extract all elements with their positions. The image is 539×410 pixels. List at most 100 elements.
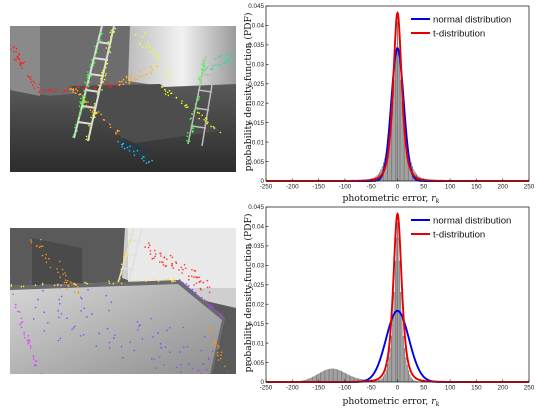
feature-point: [43, 286, 45, 289]
feature-point: [171, 256, 174, 259]
histogram-bar: [393, 291, 395, 382]
feature-point: [101, 81, 104, 84]
feature-point: [164, 88, 166, 91]
x-tick-label: -200: [286, 184, 299, 191]
y-tick-label: 0.04: [252, 224, 265, 231]
feature-point: [193, 269, 195, 272]
feature-point: [85, 90, 87, 93]
feature-point: [120, 273, 122, 276]
feature-point: [120, 345, 123, 348]
feature-point: [119, 84, 121, 86]
feature-point: [183, 346, 185, 348]
histogram-bar: [309, 378, 311, 382]
feature-point: [113, 83, 116, 85]
feature-point: [168, 89, 171, 92]
feature-point: [78, 115, 81, 118]
feature-point: [150, 66, 152, 68]
feature-point: [220, 354, 222, 356]
feature-point: [202, 59, 205, 62]
feature-point: [115, 84, 117, 86]
histogram-bar: [329, 368, 331, 382]
feature-point: [197, 108, 199, 111]
feature-point: [201, 296, 203, 299]
feature-point: [191, 130, 194, 132]
histogram-bar: [404, 130, 406, 181]
feature-point: [10, 285, 12, 287]
feature-point: [207, 121, 209, 123]
feature-point: [72, 91, 74, 94]
feature-point: [164, 278, 167, 281]
feature-point: [150, 50, 152, 53]
x-tick-label: -50: [367, 184, 377, 191]
histogram-bar: [377, 379, 379, 382]
feature-point: [110, 36, 112, 38]
feature-point: [59, 276, 61, 278]
histogram-bar: [359, 378, 361, 382]
x-tick-label: -150: [312, 184, 325, 191]
feature-point: [202, 64, 204, 67]
feature-point: [210, 125, 212, 128]
feature-point: [118, 80, 121, 83]
feature-point: [206, 286, 209, 289]
feature-point: [60, 284, 62, 287]
feature-point: [12, 293, 14, 296]
feature-point: [192, 127, 195, 130]
feature-point: [93, 55, 95, 58]
legend-label: t-distribution: [433, 28, 485, 39]
feature-point: [198, 281, 201, 283]
feature-point: [166, 91, 169, 94]
histogram-bar: [405, 140, 407, 181]
feature-point: [210, 331, 212, 333]
feature-point: [191, 275, 193, 277]
feature-point: [34, 306, 37, 309]
histogram-bar: [319, 372, 321, 382]
histogram-bar: [337, 369, 339, 382]
feature-point: [123, 147, 126, 150]
feature-point: [216, 310, 219, 313]
feature-point: [41, 245, 44, 248]
feature-point: [200, 288, 202, 291]
feature-point: [177, 278, 180, 280]
feature-point: [81, 298, 83, 300]
feature-point: [76, 130, 78, 132]
feature-point: [82, 87, 85, 90]
x-tick-label: 50: [420, 385, 428, 392]
feature-point: [78, 114, 81, 116]
feature-point: [182, 326, 185, 329]
feature-point: [98, 83, 101, 85]
feature-point: [97, 40, 99, 43]
feature-point: [221, 315, 224, 318]
feature-point: [93, 103, 96, 105]
feature-point: [77, 286, 79, 288]
feature-point: [76, 89, 79, 92]
feature-point: [197, 369, 200, 372]
feature-point: [122, 142, 125, 145]
feature-point: [79, 110, 81, 113]
feature-point: [83, 106, 85, 109]
feature-point: [90, 59, 93, 61]
feature-point: [34, 359, 37, 362]
feature-point: [152, 48, 155, 51]
feature-point: [106, 82, 109, 85]
feature-point: [179, 351, 181, 353]
feature-point: [117, 280, 120, 282]
feature-point: [148, 45, 150, 48]
feature-point: [23, 331, 25, 334]
histogram-bar: [390, 118, 392, 181]
feature-point: [119, 278, 121, 280]
feature-point: [114, 27, 117, 30]
feature-point: [123, 255, 125, 258]
feature-point: [82, 98, 85, 100]
histogram-bar: [333, 368, 335, 382]
y-tick-label: 0.01: [252, 340, 265, 347]
feature-point: [20, 285, 23, 288]
feature-point: [180, 266, 183, 269]
histogram-bar: [396, 46, 398, 182]
histogram-bar: [330, 368, 332, 382]
feature-point: [21, 321, 24, 323]
feature-point: [189, 118, 192, 120]
feature-point: [212, 306, 214, 308]
feature-point: [226, 59, 229, 61]
feature-point: [208, 305, 210, 308]
feature-point: [39, 90, 41, 92]
